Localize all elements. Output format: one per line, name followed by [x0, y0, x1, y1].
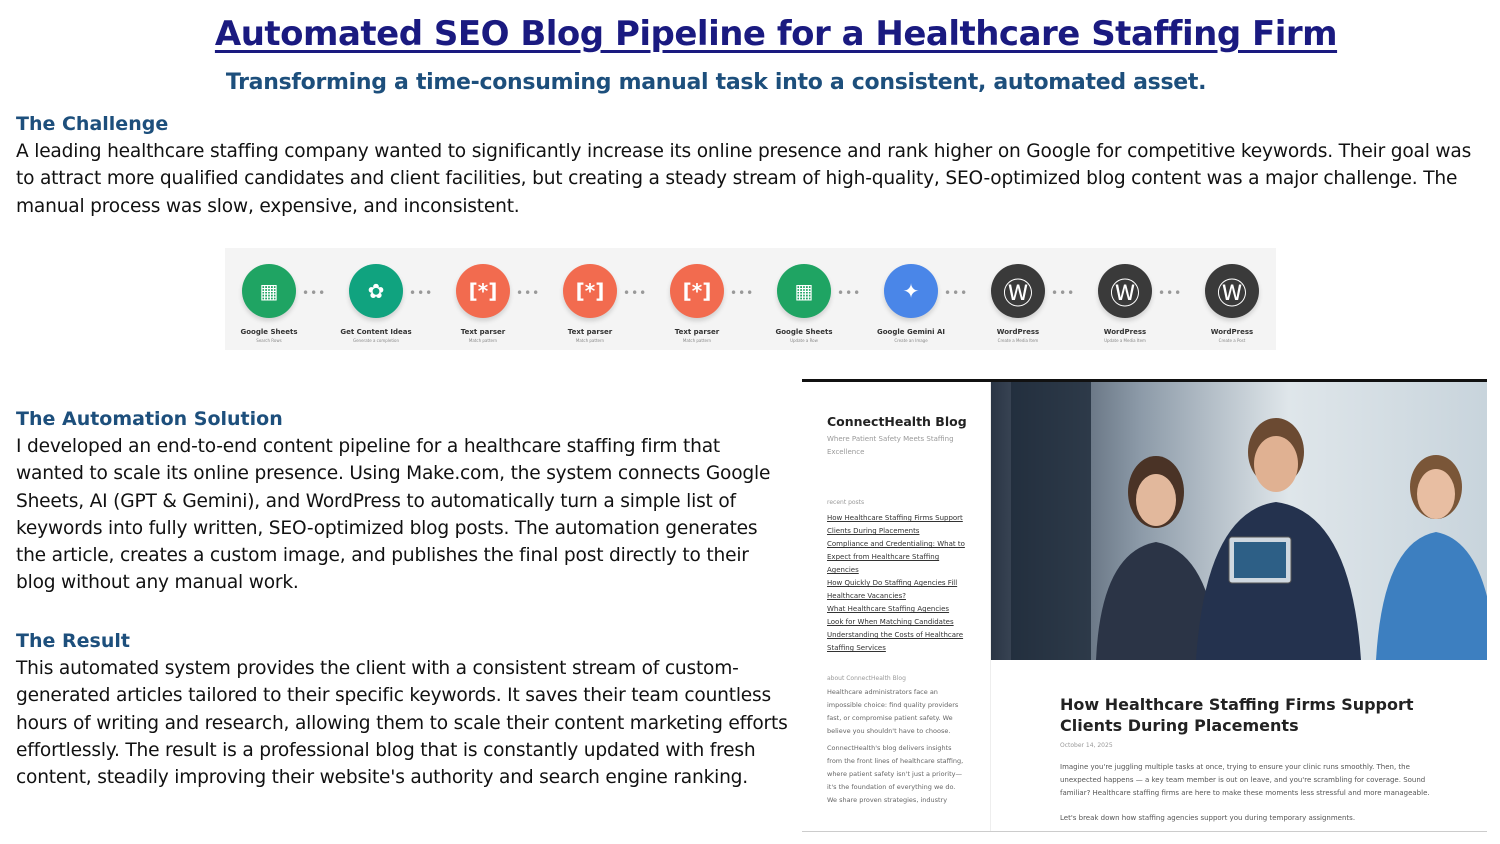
recent-post-link[interactable]: How Healthcare Staffing Firms Support Cl…: [827, 514, 963, 535]
challenge-text: A leading healthcare staffing company wa…: [16, 141, 1472, 217]
module-action: Match pattern: [575, 338, 605, 343]
blog-screenshot: ConnectHealth Blog Where Patient Safety …: [802, 379, 1487, 832]
pipeline-module: ▦ ••• Google Sheets Update a Row: [776, 248, 884, 348]
challenge-heading: The Challenge: [16, 113, 169, 135]
recent-post-link[interactable]: How Quickly Do Staffing Agencies Fill He…: [827, 579, 958, 600]
result-text: This automated system provides the clien…: [16, 658, 788, 789]
post-date: October 14, 2025: [1060, 742, 1113, 749]
text-parser-icon: [*]: [456, 264, 510, 318]
connector-dots: •••: [1051, 286, 1076, 300]
module-label: Text parser: [674, 328, 720, 336]
module-label: Google Sheets: [240, 328, 298, 336]
openai-icon: ✿: [349, 264, 403, 318]
recent-posts-list: How Healthcare Staffing Firms Support Cl…: [827, 512, 990, 655]
google-sheets-icon: ▦: [242, 264, 296, 318]
module-label: Google Gemini AI: [877, 328, 945, 336]
pipeline-module: Ⓦ WordPress Create a Post: [1205, 248, 1312, 348]
module-label: Google Sheets: [775, 328, 833, 336]
recent-post-link[interactable]: What Healthcare Staffing Agencies Look f…: [827, 605, 954, 626]
module-action: Create a Media Item: [997, 338, 1039, 343]
module-action: Search Rows: [256, 338, 282, 343]
pipeline-module: [*] ••• Text parser Match pattern: [563, 248, 670, 348]
recent-post-link[interactable]: Compliance and Credentialing: What to Ex…: [827, 540, 965, 574]
recent-posts-label: recent posts: [827, 499, 865, 506]
solution-text: I developed an end-to-end content pipeli…: [16, 436, 771, 594]
module-action: Create an Image: [894, 338, 928, 343]
blog-tagline: Where Patient Safety Meets Staffing Exce…: [827, 435, 954, 456]
blog-name: ConnectHealth Blog: [827, 414, 967, 429]
post-title[interactable]: How Healthcare Staffing Firms Support Cl…: [1060, 695, 1414, 735]
wordpress-icon: Ⓦ: [991, 264, 1045, 318]
connector-dots: •••: [516, 286, 541, 300]
about-text: Healthcare administrators face an imposs…: [827, 688, 959, 735]
module-action: Match pattern: [682, 338, 712, 343]
module-label: WordPress: [1103, 328, 1147, 336]
featured-image-illustration: [1011, 382, 1487, 660]
page-subtitle: Transforming a time-consuming manual tas…: [225, 70, 1207, 95]
automation-pipeline-image: ▦ ••• Google Sheets Search Rows ✿ ••• Get Cont…: [225, 248, 1276, 350]
page-title: Automated SEO Blog Pipeline for a Health…: [214, 14, 1338, 54]
gemini-icon: ✦: [884, 264, 938, 318]
pipeline-module: ✿ ••• Get Content Ideas Generate a completi…: [340, 248, 456, 348]
pipeline-module: ✦ ••• Google Gemini AI Create an Image: [877, 248, 991, 348]
module-label: Text parser: [460, 328, 506, 336]
google-sheets-icon: ▦: [777, 264, 831, 318]
connector-dots: •••: [409, 286, 434, 300]
post-paragraph: Imagine you're juggling multiple tasks a…: [1060, 763, 1430, 797]
module-action: Match pattern: [468, 338, 498, 343]
result-heading: The Result: [16, 630, 130, 652]
connector-dots: •••: [1158, 286, 1183, 300]
text-parser-icon: [*]: [563, 264, 617, 318]
blog-sidebar: ConnectHealth Blog Where Patient Safety …: [802, 382, 991, 831]
pipeline-module: [*] ••• Text parser Match pattern: [670, 248, 777, 348]
wordpress-icon: Ⓦ: [1098, 264, 1152, 318]
pipeline-module: Ⓦ ••• WordPress Update a Media Item: [1098, 248, 1205, 348]
pipeline-module: Ⓦ ••• WordPress Create a Media Item: [991, 248, 1098, 348]
about-label: about ConnectHealth Blog: [827, 675, 906, 682]
module-label: WordPress: [996, 328, 1040, 336]
module-label: WordPress: [1210, 328, 1254, 336]
module-action: Update a Row: [790, 338, 818, 343]
solution-heading: The Automation Solution: [16, 408, 283, 430]
about-text: ConnectHealth's blog delivers insights f…: [827, 744, 964, 804]
featured-image: [991, 382, 1487, 660]
module-action: Update a Media Item: [1104, 338, 1146, 343]
text-parser-icon: [*]: [670, 264, 724, 318]
pipeline-module: ▦ ••• Google Sheets Search Rows: [241, 248, 349, 348]
module-action: Create a Post: [1218, 338, 1246, 343]
connector-dots: •••: [730, 286, 755, 300]
connector-dots: •••: [837, 286, 862, 300]
connector-dots: •••: [302, 286, 327, 300]
pipeline-module: [*] ••• Text parser Match pattern: [456, 248, 563, 348]
module-action: Generate a completion: [353, 338, 399, 343]
module-label: Text parser: [567, 328, 613, 336]
post-paragraph: Let's break down how staffing agencies s…: [1060, 814, 1356, 822]
connector-dots: •••: [944, 286, 969, 300]
wordpress-icon: Ⓦ: [1205, 264, 1259, 318]
blog-post: How Healthcare Staffing Firms Support Cl…: [1060, 694, 1440, 825]
module-label: Get Content Ideas: [340, 328, 412, 336]
recent-post-link[interactable]: Understanding the Costs of Healthcare St…: [827, 631, 964, 652]
connector-dots: •••: [623, 286, 648, 300]
